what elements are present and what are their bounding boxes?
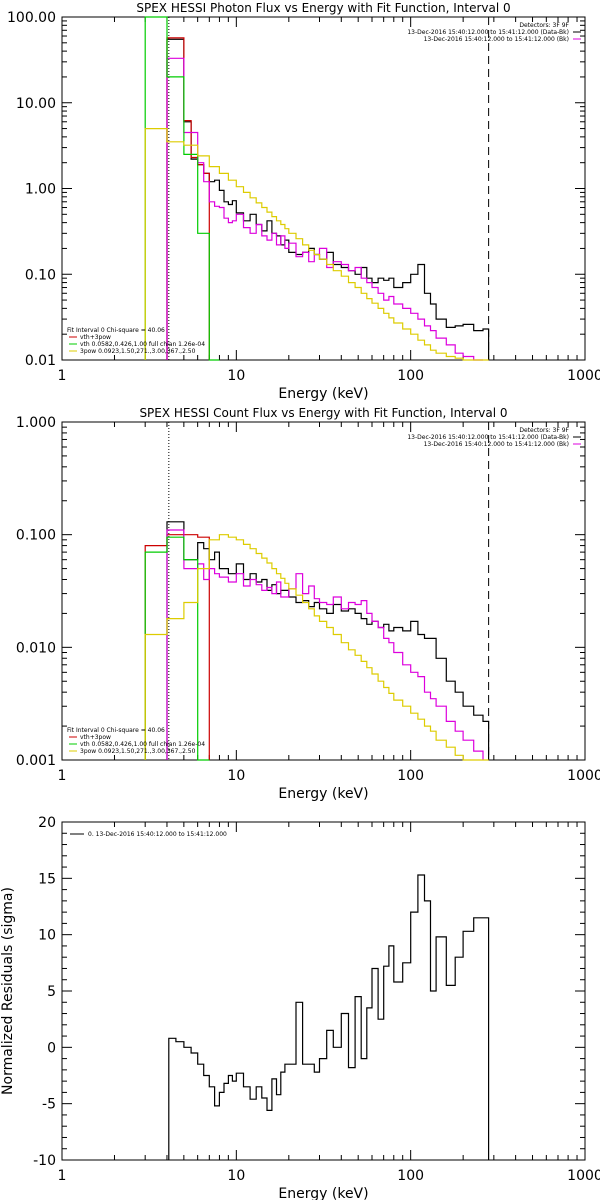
legend-left-entry: Fit Interval 0 Chi-square = 40.06 (67, 327, 165, 334)
legend-right-entry: Detectors: 3F 9F (519, 427, 569, 434)
x-tick-label: 1000 (567, 368, 600, 384)
legend-left-entry: Fit Interval 0 Chi-square = 40.06 (67, 727, 165, 734)
data-series-line (144, 534, 489, 761)
x-tick-label: 1 (58, 1168, 67, 1184)
x-axis-label: Energy (keV) (278, 386, 368, 402)
data-series-line (166, 37, 210, 360)
y-tick-label: 0.01 (25, 353, 56, 369)
data-series-line (166, 38, 490, 360)
data-series-line (166, 521, 490, 760)
y-tick-label: 1.00 (25, 182, 56, 198)
x-axis-label: Energy (keV) (278, 786, 368, 802)
y-tick-label: -5 (42, 1097, 56, 1113)
plot-frame (61, 821, 586, 1161)
legend-left-entry: vth 0.0582,0.426,1.00 full chian 1.26e-0… (80, 741, 205, 748)
chart-1: 1 10 100 1000 0.01 0.10 1.00 10.00 100.00 SPEX HE… (7, 1, 600, 402)
y-tick-label: 0.100 (16, 528, 56, 544)
plot-frame (61, 421, 586, 761)
y-tick-label: 5 (47, 984, 56, 1000)
y-tick-label: 15 (38, 871, 56, 887)
x-tick-label: 100 (397, 768, 424, 784)
legend-left-entry: 3pow 0.0923,1.50,271.,3.00,367.,2.50 (80, 348, 196, 355)
legend-right-entry: 13-Dec-2016 15:40:12.000 to 15:41:12.000… (424, 441, 569, 448)
x-tick-label: 10 (227, 1168, 245, 1184)
legend-left-entry: vth+3pow (80, 334, 111, 341)
x-tick-label: 1 (58, 368, 67, 384)
plot-frame (61, 16, 586, 361)
data-series-line (144, 536, 210, 761)
legend-right-entry: 13-Dec-2016 15:40:12.000 to 15:41:12.000… (407, 29, 569, 36)
chart-3: 1 10 100 1000 -10 -5 0 5 10 15 20 Energy (keV) Norma… (0, 815, 600, 1200)
legend-right-entry: 13-Dec-2016 15:40:12.000 to 15:41:12.000… (424, 36, 569, 43)
data-series-line (144, 128, 489, 361)
y-tick-label: 1.000 (16, 415, 56, 431)
y-tick-label: 0 (47, 1040, 56, 1056)
data-series-line (166, 57, 483, 361)
legend-left-entry: 0. 13-Dec-2016 15:40:12.000 to 15:41:12.… (88, 831, 227, 838)
y-tick-label: 10.00 (16, 96, 56, 112)
y-tick-label: 0.010 (16, 640, 56, 656)
chart-title: SPEX HESSI Count Flux vs Energy with Fit… (139, 406, 507, 420)
y-tick-label: 10 (38, 928, 56, 944)
y-axis-label: Normalized Residuals (sigma) (0, 887, 16, 1095)
legend-left-entry: vth 0.0582,0.426,1.00 full chian 1.26e-0… (80, 341, 205, 348)
y-tick-label: -10 (33, 1153, 56, 1169)
x-tick-label: 10 (227, 368, 245, 384)
data-series-line (166, 529, 484, 760)
legend-right-entry: 13-Dec-2016 15:40:12.000 to 15:41:12.000… (407, 434, 569, 441)
x-tick-label: 1000 (567, 768, 600, 784)
y-tick-label: 100.00 (7, 10, 56, 26)
legend-left-entry: 3pow 0.0923,1.50,271.,3.00,367.,2.50 (80, 748, 196, 755)
legend-right-entry: Detectors: 3F 9F (519, 22, 569, 29)
data-series-line (168, 874, 490, 1160)
chart-title: SPEX HESSI Photon Flux vs Energy with Fi… (136, 1, 510, 15)
data-series-line (144, 16, 220, 361)
x-tick-label: 10 (227, 768, 245, 784)
x-axis-label: Energy (keV) (278, 1186, 368, 1200)
y-tick-label: 0.001 (16, 753, 56, 769)
y-tick-label: 0.10 (25, 267, 56, 283)
chart-2: 1 10 100 1000 0.001 0.010 0.100 1.000 SPEX HESSI… (16, 406, 600, 802)
y-tick-label: 20 (38, 815, 56, 831)
legend-left-entry: vth+3pow (80, 734, 111, 741)
x-tick-label: 1000 (567, 1168, 600, 1184)
x-tick-label: 100 (397, 368, 424, 384)
x-tick-label: 100 (397, 1168, 424, 1184)
x-tick-label: 1 (58, 768, 67, 784)
